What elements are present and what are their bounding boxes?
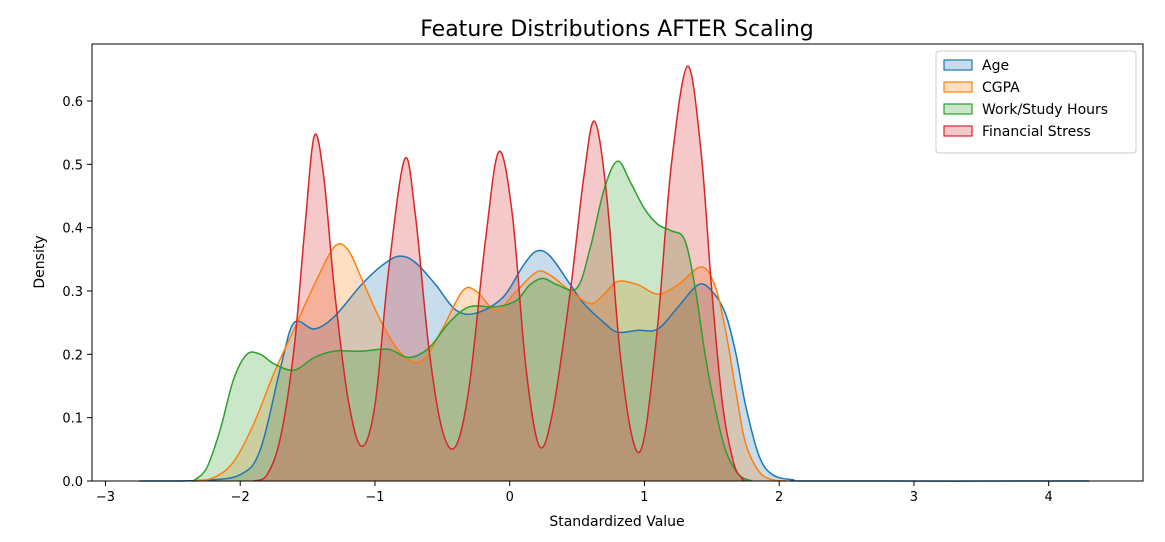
x-tick-label: 2 <box>775 490 783 505</box>
line-cgpa <box>192 242 786 482</box>
x-tick-label: 4 <box>1045 490 1053 505</box>
legend-label-work-study-hours: Work/Study Hours <box>982 102 1108 118</box>
y-tick-label: 0.1 <box>62 412 83 427</box>
legend-swatch-financial-stress <box>943 125 973 137</box>
legend-label-cgpa: CGPA <box>982 80 1020 96</box>
x-axis-label: Standardized Value <box>549 514 684 530</box>
legend: Age CGPA Work/Study Hours Financial Stress <box>935 50 1137 154</box>
area-work-study-hours <box>193 161 753 482</box>
y-tick-label: 0.5 <box>62 158 83 173</box>
legend-label-financial-stress: Financial Stress <box>982 124 1091 140</box>
legend-swatch-age <box>943 59 973 71</box>
y-tick-label: 0.6 <box>62 95 83 110</box>
y-axis-label: Density <box>32 235 48 288</box>
chart-title: Feature Distributions AFTER Scaling <box>420 17 814 42</box>
legend-swatch-work-study-hours <box>943 103 973 115</box>
line-financial-stress <box>253 65 746 482</box>
x-tick-label: 1 <box>640 490 648 505</box>
plot-lines <box>139 65 1090 482</box>
y-tick-label: 0.0 <box>62 475 83 490</box>
y-tick-label: 0.2 <box>62 348 83 363</box>
x-axis: −3 −2 −1 0 1 2 3 4 <box>96 481 1053 505</box>
x-tick-label: −2 <box>231 490 250 505</box>
legend-swatch-cgpa <box>943 81 973 93</box>
x-tick-label: −1 <box>365 490 384 505</box>
x-tick-label: −3 <box>96 490 115 505</box>
y-tick-label: 0.4 <box>62 222 83 237</box>
x-tick-label: 3 <box>910 490 918 505</box>
line-work-study-hours <box>192 160 753 482</box>
y-axis: 0.0 0.1 0.2 0.3 0.4 0.5 0.6 <box>62 95 92 490</box>
x-tick-label: 0 <box>506 490 514 505</box>
line-age <box>139 249 1090 482</box>
area-financial-stress <box>253 66 746 482</box>
y-tick-label: 0.3 <box>62 285 83 300</box>
legend-label-age: Age <box>982 58 1009 74</box>
area-cgpa <box>193 243 786 481</box>
legend-frame <box>935 50 1137 154</box>
area-age <box>139 250 1090 482</box>
plot-frame <box>91 43 1144 482</box>
